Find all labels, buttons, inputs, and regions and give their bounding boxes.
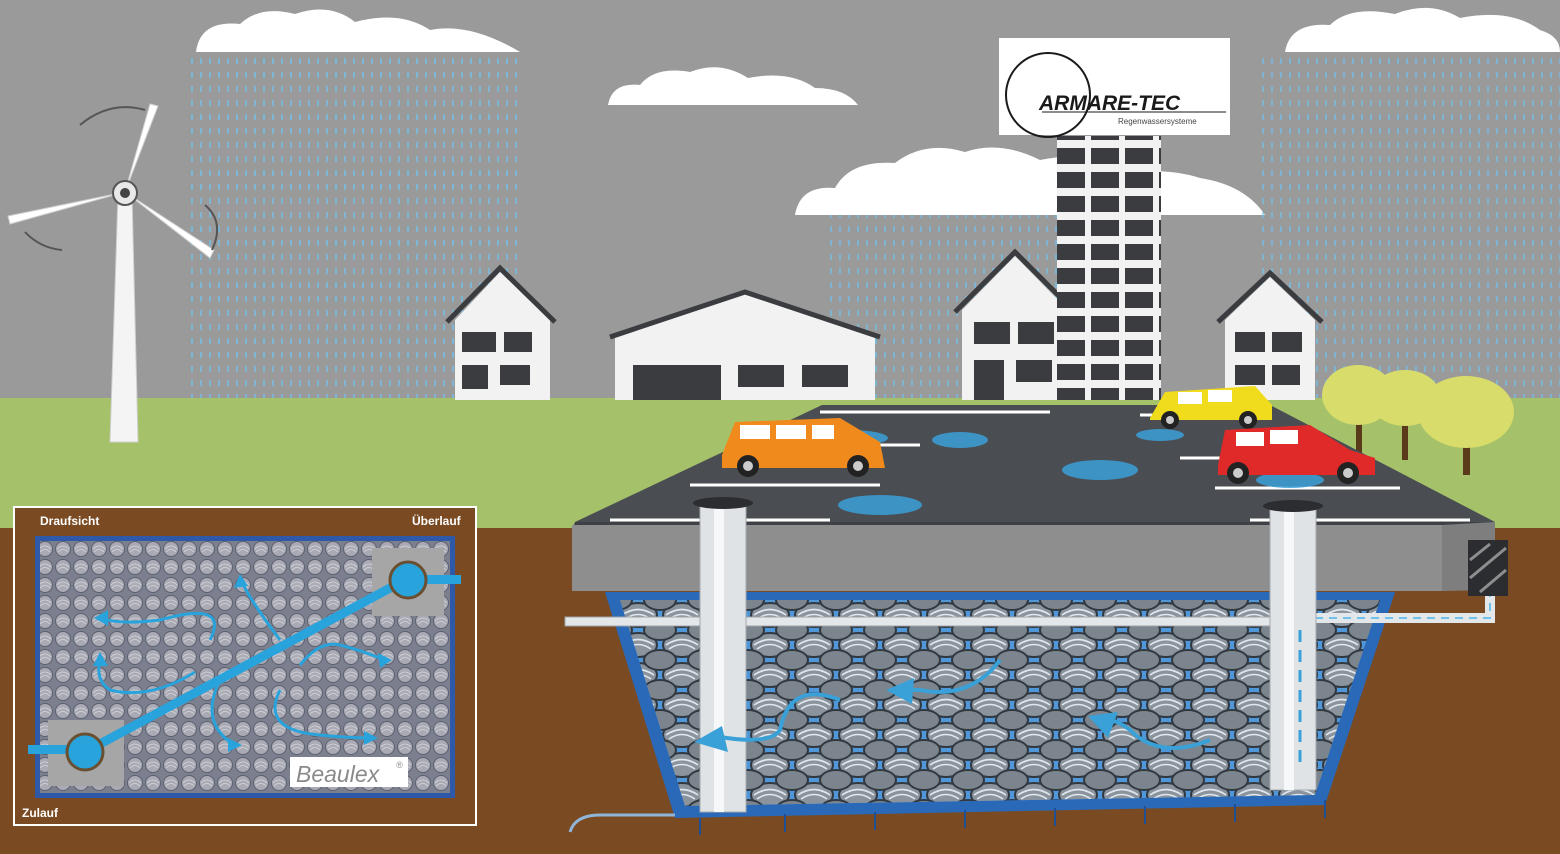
car-red bbox=[1218, 425, 1375, 484]
logo-subtitle: Regenwassersysteme bbox=[1118, 117, 1197, 126]
logo-title: ARMARE-TEC bbox=[1038, 92, 1181, 115]
cloud-center bbox=[608, 67, 858, 105]
inlet-overflow-pipes bbox=[564, 497, 1508, 813]
warehouse bbox=[609, 289, 881, 400]
label-overflow: Überlauf bbox=[412, 513, 462, 528]
brand-registered-mark: ® bbox=[396, 760, 403, 770]
house-right bbox=[1216, 269, 1324, 400]
flow-arrowheads bbox=[694, 678, 1118, 752]
label-top-view: Draufsicht bbox=[40, 514, 99, 528]
top-view-inset: Beaulex ® Draufsicht Überlauf Zulauf bbox=[13, 506, 477, 826]
office-tower bbox=[1057, 136, 1161, 400]
label-inlet: Zulauf bbox=[22, 806, 59, 820]
car-orange bbox=[722, 418, 885, 477]
brand-logo-text: Beaulex bbox=[296, 761, 381, 787]
wind-turbine-icon bbox=[7, 103, 219, 443]
house-left bbox=[445, 264, 557, 400]
trees bbox=[1322, 365, 1514, 475]
house-center bbox=[953, 248, 1077, 400]
infiltration-tank bbox=[568, 592, 1395, 835]
armare-tec-logo: ARMARE-TEC Regenwassersysteme bbox=[999, 38, 1230, 138]
car-yellow bbox=[1150, 386, 1272, 429]
cloud-left bbox=[196, 9, 520, 52]
cloud-far-right bbox=[1285, 7, 1560, 52]
